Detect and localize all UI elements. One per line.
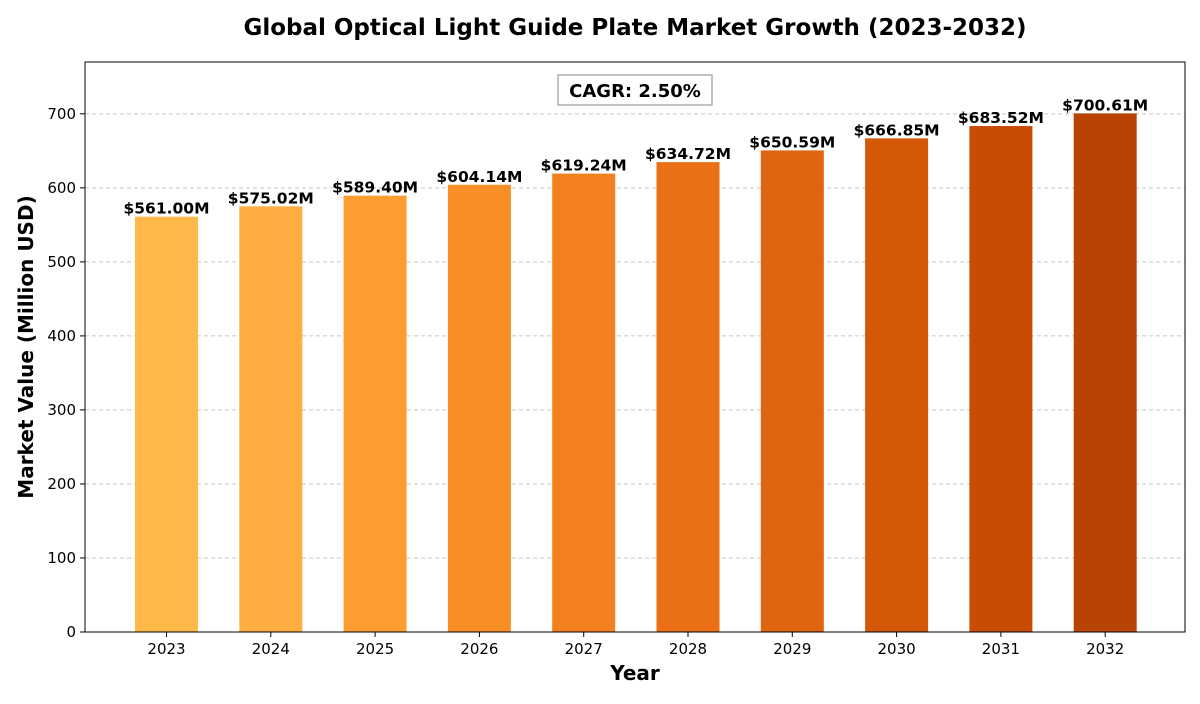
- x-axis-label: Year: [609, 661, 660, 685]
- data-labels: $561.00M $575.02M $589.40M $604.14M $619.24M…: [123, 96, 1148, 217]
- x-tick-label: 2023: [147, 640, 185, 658]
- data-label-2031: $683.52M: [958, 109, 1044, 127]
- x-tick-label: 2029: [773, 640, 811, 658]
- x-tick-label: 2025: [356, 640, 394, 658]
- data-label-2024: $575.02M: [228, 189, 314, 207]
- bar-2031: [969, 126, 1033, 632]
- x-tick-label: 2030: [878, 640, 916, 658]
- data-label-2023: $561.00M: [123, 200, 209, 218]
- bar-2030: [865, 138, 929, 632]
- y-axis-label: Market Value (Million USD): [14, 195, 38, 498]
- y-tick-label: 700: [47, 105, 76, 123]
- data-label-2030: $666.85M: [854, 121, 940, 139]
- data-label-2025: $589.40M: [332, 179, 418, 197]
- x-tick-label: 2031: [982, 640, 1020, 658]
- bars: [135, 113, 1137, 632]
- bar-2023: [135, 216, 198, 632]
- y-axis-ticks: 0 100 200 300 400 500 600 700: [47, 105, 85, 641]
- x-tick-label: 2024: [252, 640, 290, 658]
- x-tick-label: 2032: [1086, 640, 1124, 658]
- bar-2025: [343, 195, 407, 632]
- bar-2026: [447, 184, 511, 632]
- bar-2029: [760, 150, 824, 632]
- cagr-label: CAGR: 2.50%: [569, 81, 701, 102]
- data-label-2028: $634.72M: [645, 145, 731, 163]
- y-tick-label: 500: [47, 253, 76, 271]
- plot-frame: [84, 61, 1186, 633]
- x-tick-label: 2028: [669, 640, 707, 658]
- data-label-2026: $604.14M: [436, 168, 522, 186]
- data-label-2032: $700.61M: [1062, 96, 1148, 114]
- x-tick-label: 2027: [565, 640, 603, 658]
- y-tick-label: 200: [47, 475, 76, 493]
- bar-2024: [239, 206, 303, 632]
- cagr-box: [557, 74, 713, 106]
- bar-2028: [656, 162, 720, 632]
- cagr-annotation: CAGR: 2.50%: [557, 74, 713, 106]
- chart-title: Global Optical Light Guide Plate Market …: [243, 15, 1026, 41]
- y-tick-label: 100: [47, 549, 76, 567]
- x-tick-label: 2026: [460, 640, 498, 658]
- bar-2027: [552, 173, 616, 632]
- y-tick-label: 400: [47, 327, 76, 345]
- data-label-2029: $650.59M: [749, 133, 835, 151]
- y-tick-label: 0: [66, 623, 76, 641]
- x-axis-ticks: 2023 2024 2025 2026 2027 2028 2029 2030 2031 2032: [147, 632, 1124, 658]
- bar-2032: [1073, 113, 1137, 632]
- y-tick-label: 300: [47, 401, 76, 419]
- data-label-2027: $619.24M: [541, 157, 627, 175]
- y-tick-label: 600: [47, 179, 76, 197]
